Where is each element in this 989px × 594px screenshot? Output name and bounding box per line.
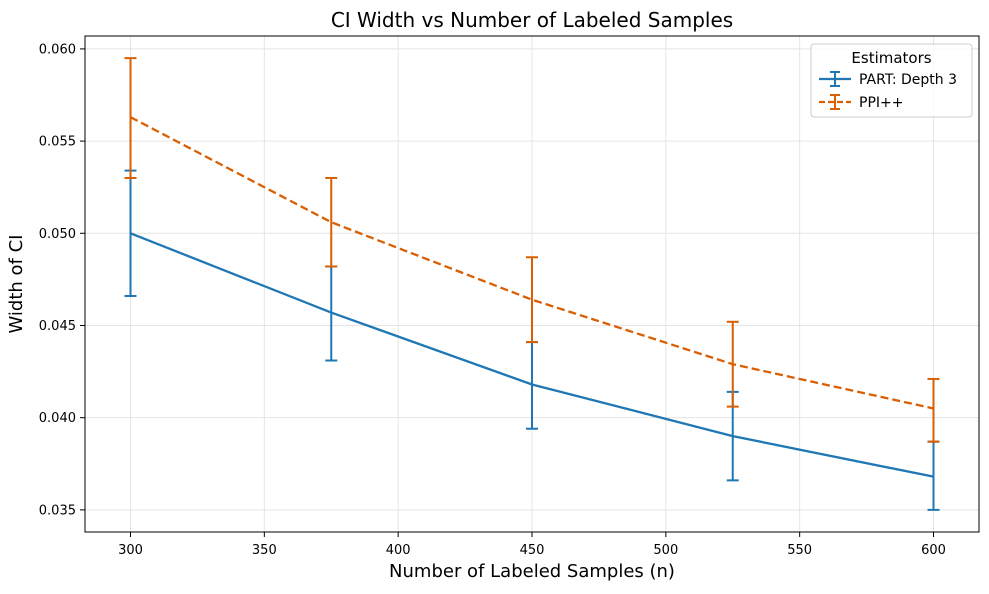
legend-title: Estimators bbox=[851, 49, 931, 67]
x-tick-label: 500 bbox=[653, 543, 678, 558]
y-tick-label: 0.050 bbox=[39, 227, 76, 242]
y-tick-label: 0.055 bbox=[39, 135, 76, 150]
x-tick-label: 550 bbox=[787, 543, 812, 558]
y-tick-label: 0.045 bbox=[39, 319, 76, 334]
x-tick-label: 450 bbox=[520, 543, 545, 558]
y-axis-label: Width of CI bbox=[6, 235, 27, 334]
x-tick-label: 600 bbox=[921, 543, 946, 558]
x-axis-label: Number of Labeled Samples (n) bbox=[389, 561, 675, 582]
legend-label-0: PART: Depth 3 bbox=[859, 72, 957, 88]
x-tick-label: 350 bbox=[252, 543, 277, 558]
y-tick-label: 0.040 bbox=[39, 411, 76, 426]
legend: Estimators PART: Depth 3 PPI++ bbox=[811, 44, 972, 117]
x-tick-label: 300 bbox=[118, 543, 143, 558]
legend-label-1: PPI++ bbox=[859, 95, 903, 111]
x-tick-label: 400 bbox=[386, 543, 411, 558]
chart-title: CI Width vs Number of Labeled Samples bbox=[331, 8, 733, 32]
y-tick-label: 0.035 bbox=[39, 503, 76, 518]
y-tick-label: 0.060 bbox=[39, 42, 76, 57]
